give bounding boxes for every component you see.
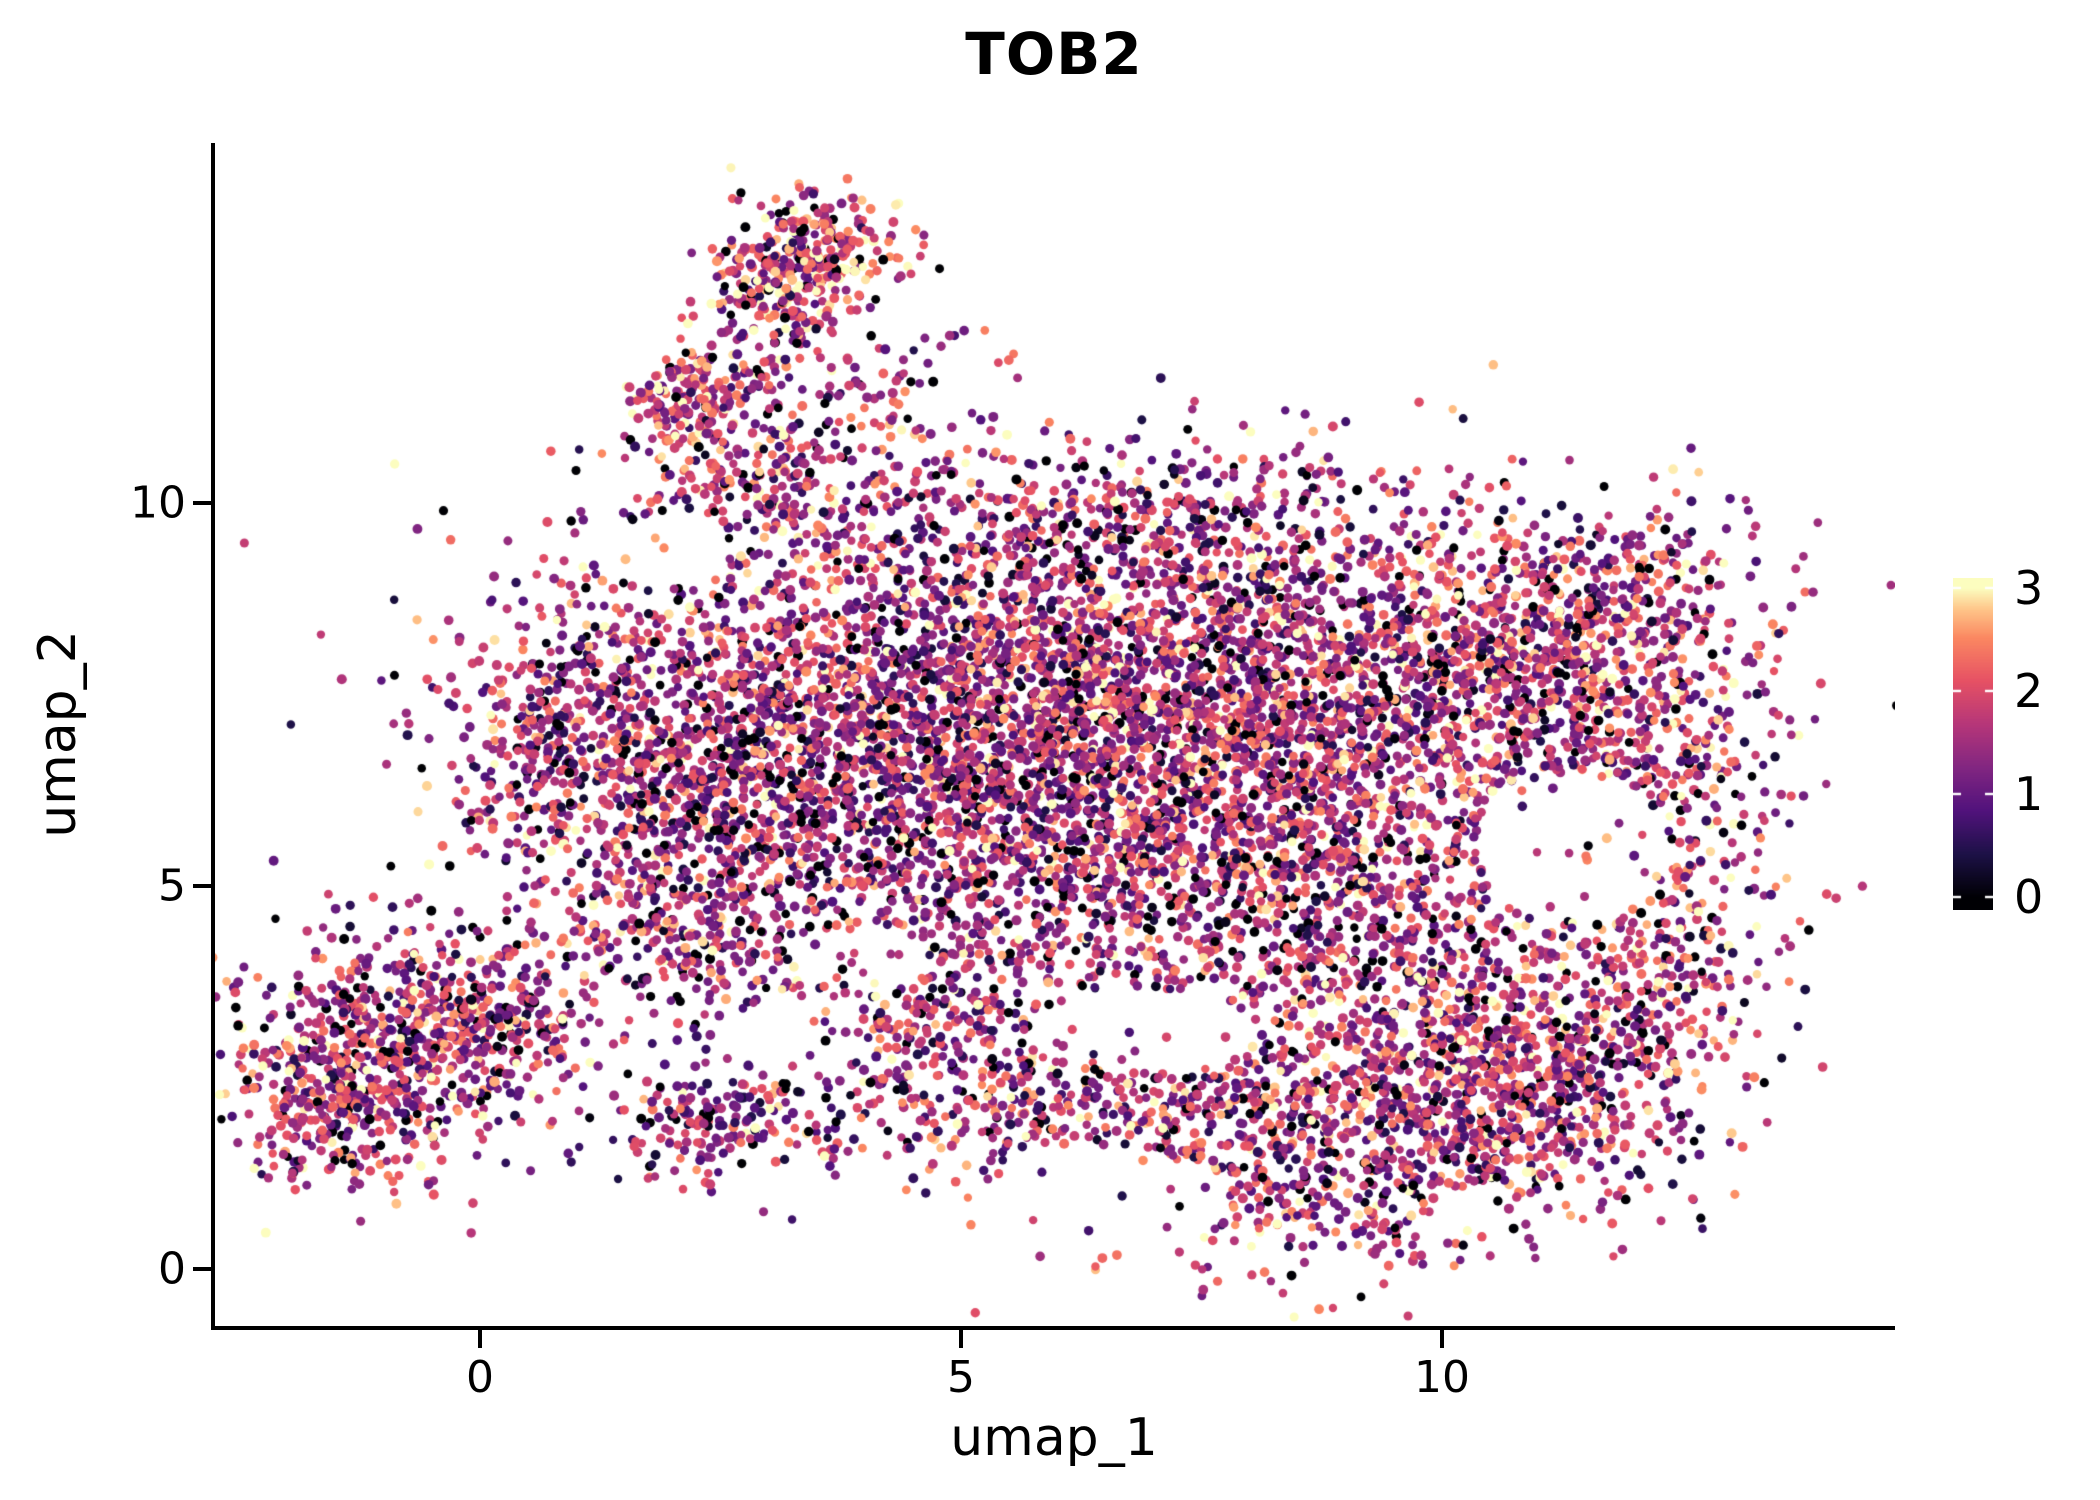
plot-area — [211, 143, 1895, 1330]
colorbar-label-3: 3 — [2014, 561, 2044, 615]
x-tick-mark-5 — [959, 1330, 963, 1348]
y-tick-label-10: 10 — [130, 477, 186, 529]
y-tick-label-5: 5 — [158, 860, 186, 912]
y-tick-label-0: 0 — [158, 1243, 186, 1295]
colorbar-label-0: 0 — [2014, 870, 2044, 924]
plot-title: TOB2 — [965, 20, 1143, 88]
x-tick-label-5: 5 — [947, 1352, 975, 1403]
x-tick-label-0: 0 — [466, 1352, 494, 1403]
y-axis-title: umap_2 — [28, 630, 88, 838]
y-tick-mark-5 — [193, 884, 211, 888]
colorbar-gradient — [1953, 578, 1993, 910]
y-tick-mark-0 — [193, 1267, 211, 1271]
x-axis-title: umap_1 — [950, 1408, 1158, 1468]
x-tick-mark-0 — [478, 1330, 482, 1348]
y-tick-mark-10 — [193, 501, 211, 505]
scatter-points-canvas — [215, 143, 1895, 1326]
colorbar-label-1: 1 — [2014, 767, 2044, 821]
colorbar-label-2: 2 — [2014, 664, 2044, 718]
x-tick-mark-10 — [1440, 1330, 1444, 1348]
x-tick-label-10: 10 — [1414, 1352, 1470, 1403]
